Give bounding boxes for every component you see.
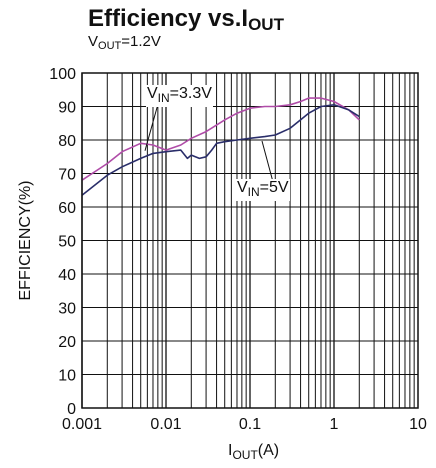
x-tick-label: 1 xyxy=(330,416,339,433)
series-label-vin-3v3: VIN=3.3V xyxy=(146,85,213,107)
series-line-1 xyxy=(81,104,360,196)
series-line-0 xyxy=(81,97,360,181)
y-tick-label: 10 xyxy=(58,368,76,385)
x-axis-label: IOUT(A) xyxy=(228,442,280,462)
title-block: Efficiency vs.IOUT VOUT=1.2V xyxy=(88,5,284,53)
y-tick-label: 90 xyxy=(58,100,76,117)
y-tick-label: 30 xyxy=(58,301,76,318)
series-layer xyxy=(81,97,360,196)
chart-subtitle: VOUT=1.2V xyxy=(88,33,161,52)
plot-frame xyxy=(81,72,419,409)
leader-line-vin-3v3 xyxy=(144,103,159,151)
leader-line-vin-5v xyxy=(261,140,274,183)
x-tick-label: 0.1 xyxy=(239,416,261,433)
y-tick-label: 60 xyxy=(58,200,76,217)
y-tick-label: 50 xyxy=(58,234,76,251)
series-label-vin-5v: VIN=5V xyxy=(236,179,290,201)
y-tick-label: 70 xyxy=(58,167,76,184)
x-tick-label: 10 xyxy=(409,416,427,433)
tick-labels: 0 10 20 30 40 50 60 70 80 90 100 0.001 0.01 0.1 1 10 xyxy=(49,66,427,433)
x-tick-label: 0.01 xyxy=(150,416,181,433)
y-tick-label: 20 xyxy=(58,334,76,351)
y-tick-label: 40 xyxy=(58,267,76,284)
y-axis-label: EFFICIENCY(%) xyxy=(17,181,34,301)
grid xyxy=(81,72,418,409)
y-tick-label: 0 xyxy=(67,401,76,418)
chart-title: Efficiency vs.IOUT xyxy=(88,5,284,35)
y-tick-label: 100 xyxy=(49,66,76,83)
x-tick-label: 0.001 xyxy=(62,416,102,433)
y-tick-label: 80 xyxy=(58,133,76,150)
